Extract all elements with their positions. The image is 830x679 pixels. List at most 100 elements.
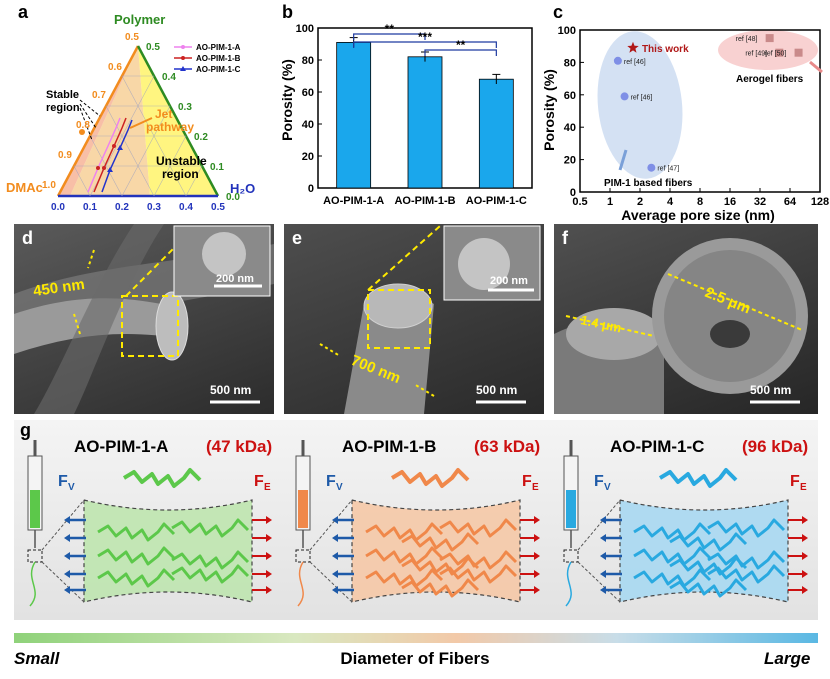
polymer-chain (365, 546, 444, 566)
polymer-chain (658, 468, 738, 488)
polymer-chain (401, 578, 480, 598)
polymer-chain (97, 546, 176, 566)
svg-text:0.2: 0.2 (194, 132, 208, 143)
svg-text:0.8: 0.8 (76, 120, 90, 131)
bar-ao-pim-1-a (336, 42, 372, 189)
sem-image-f: 1.4 μm 2.5 μm 500 nm (554, 224, 818, 414)
scatter-marks: This work ref [46] ref [46] ref [47] ref [48… (613, 34, 803, 173)
pim1-point-label: ref [46] (624, 59, 646, 66)
schematic-item-ao-pim-1-b: AO-PIM-1-B (63 kDa)F V F E (295, 437, 540, 607)
polymer-chain (365, 568, 444, 588)
d-scale: 500 nm (210, 383, 251, 397)
panel-label-e: e (292, 228, 303, 248)
aerogel-ellipse (718, 30, 818, 70)
force-e-sub: E (264, 482, 271, 493)
legend-a: AO-PIM-1-A (196, 43, 241, 52)
polymer-chain (669, 556, 748, 576)
electric-arrowhead (266, 552, 272, 560)
svg-text:0.2: 0.2 (115, 202, 129, 213)
d-inset-scale: 200 nm (216, 273, 254, 285)
aerogel-arrow (809, 60, 823, 74)
pim1-point (613, 56, 622, 65)
x-tick-label: 8 (697, 196, 703, 208)
electric-arrowhead (534, 586, 540, 594)
stable-label-1: Stable (46, 89, 79, 101)
aerogel-point-label: ref [48] (736, 36, 758, 43)
y-tick-label: 40 (564, 122, 576, 134)
force-v-label: F (326, 473, 336, 490)
svg-text:0.5: 0.5 (125, 32, 139, 43)
polymer-chain (401, 556, 480, 576)
significance-label: *** (418, 30, 432, 44)
polymer-chain (707, 550, 786, 570)
pim1-point (620, 92, 629, 101)
polymer-chain (97, 568, 176, 588)
viscous-arrowhead (600, 534, 606, 542)
legend-c: AO-PIM-1-C (196, 65, 241, 74)
polymer-chain (633, 568, 712, 588)
svg-text:0.1: 0.1 (210, 162, 224, 173)
unstable-label-1: Unstable (156, 154, 207, 168)
svg-text:0.0: 0.0 (51, 202, 65, 213)
pim1-arrow (618, 149, 628, 171)
right-axis (136, 45, 220, 197)
schematic-mw: (47 kDa) (206, 437, 272, 456)
schematic-title: AO-PIM-1-B (342, 437, 436, 456)
electric-arrowhead (802, 570, 808, 578)
x-tick-label: 32 (754, 196, 766, 208)
polymer-chain (633, 546, 712, 566)
pim1-point (647, 163, 656, 172)
bottom-ticks: 0.0 0.1 0.2 0.3 0.4 0.5 (51, 202, 225, 213)
schematic-title: AO-PIM-1-C (610, 437, 704, 456)
zoom-line (577, 561, 621, 603)
x-tick-label: 0.5 (572, 196, 587, 208)
viscous-arrowhead (64, 552, 70, 560)
bar-chart-marks: ******* (336, 22, 514, 189)
e-scale: 500 nm (476, 383, 517, 397)
polymer-chain (365, 522, 444, 542)
jet-box (27, 549, 43, 563)
right-ticks: 0.5 0.4 0.3 0.2 0.1 0.0 (146, 42, 240, 203)
electric-arrowhead (802, 534, 808, 542)
bar-chart-axes: 0 20 40 60 80 100 AO-PIM-1-A AO-PIM-1-B AO-PIM-1… (296, 23, 533, 207)
jet-tail (565, 561, 572, 607)
aerogel-point (765, 34, 774, 43)
bar-ao-pim-1-c (478, 78, 514, 189)
viscous-arrowhead (64, 516, 70, 524)
force-e-label: F (790, 473, 800, 490)
svg-text:0.5: 0.5 (146, 42, 160, 53)
y-tick-label: 60 (302, 87, 314, 99)
diameter-gradient-bar (14, 633, 818, 643)
sem-f-drawing: 1.4 μm 2.5 μm 500 nm (554, 238, 808, 414)
svg-text:0.4: 0.4 (162, 72, 176, 83)
porosity-bar-chart: 0 20 40 60 80 100 AO-PIM-1-A AO-PIM-1-B AO-PIM-1… (279, 22, 533, 207)
curve-ao-pim-1-a (87, 117, 121, 193)
svg-text:0.9: 0.9 (58, 150, 72, 161)
y-tick-label: 100 (296, 23, 314, 35)
syringe-liquid (298, 490, 308, 528)
x-tick-label: 16 (724, 196, 736, 208)
y-tick-label: 80 (302, 55, 314, 67)
force-v-sub: V (604, 482, 611, 493)
electric-arrowhead (266, 570, 272, 578)
svg-text:0.3: 0.3 (178, 102, 192, 113)
polymer-chain (97, 522, 176, 542)
schematic-item-ao-pim-1-a: AO-PIM-1-A (47 kDa)F V F E (27, 437, 272, 607)
jet-box (295, 549, 311, 563)
electric-arrowhead (802, 516, 808, 524)
significance-label: ** (385, 22, 395, 36)
viscous-arrowhead (332, 552, 338, 560)
significance-bracket (424, 49, 497, 56)
force-v-sub: V (68, 482, 75, 493)
svg-text:0.5: 0.5 (211, 202, 225, 213)
x-category-label: AO-PIM-1-C (466, 195, 527, 207)
force-v-label: F (58, 473, 68, 490)
y-tick-label: 0 (308, 183, 314, 195)
unstable-label-2: region (162, 167, 199, 181)
panel-label-c: c (553, 2, 564, 22)
polymer-axis-title: Polymer (114, 12, 165, 27)
polymer-chain (439, 564, 518, 584)
polymer-chain (122, 468, 202, 488)
large-label: Large (764, 649, 811, 668)
electric-arrowhead (534, 516, 540, 524)
